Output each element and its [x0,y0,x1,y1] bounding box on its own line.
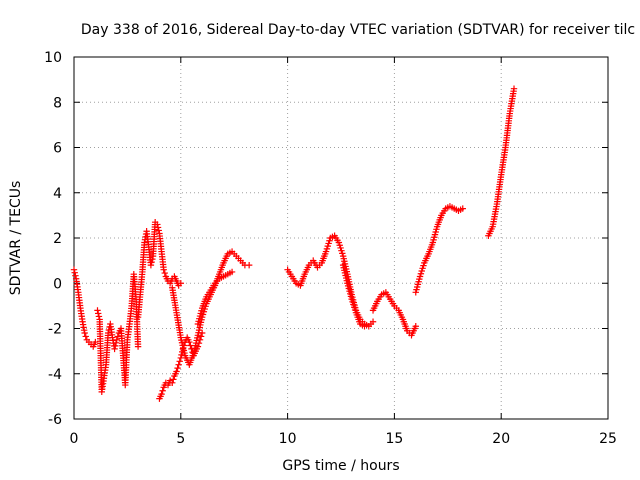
data-point [71,269,78,276]
x-tick-label: 20 [492,431,510,447]
data-point [173,368,180,375]
data-point [155,227,162,234]
chart-title: Day 338 of 2016, Sidereal Day-to-day VTE… [81,22,635,38]
data-point [197,333,205,340]
data-point [170,376,177,383]
x-axis-label: GPS time / hours [282,458,399,474]
data-point [186,338,193,346]
data-point [459,205,466,212]
data-point [369,318,377,325]
grid [74,57,608,419]
data-point [154,224,162,231]
data-point [113,336,120,344]
data-point [159,387,166,394]
x-tick-label: 0 [70,431,79,447]
data-point [95,313,103,320]
data-point [177,280,184,287]
data-point [177,354,184,362]
data-point [95,310,102,317]
y-tick-label: -2 [48,322,62,338]
data-point [161,269,168,277]
y-tick-label: 10 [44,50,62,66]
data-point [147,261,155,269]
data-point [158,390,165,398]
x-tick-label: 10 [279,431,297,447]
data-point [149,255,156,263]
data-point [412,323,419,330]
axis-ticks: 0 5 10 15 20 25 -6 -4 -2 0 2 4 6 8 10 [44,50,617,447]
y-tick-label: 0 [53,276,62,292]
data-point [112,342,119,350]
data-point [160,266,167,273]
data-point [72,272,79,279]
data-point [81,329,88,337]
x-tick-label: 15 [385,431,403,447]
data-point [175,361,182,368]
data-point [94,307,101,314]
y-tick-label: 4 [53,186,62,202]
y-tick-label: 8 [53,95,62,111]
data-point [245,261,253,269]
x-tick-label: 5 [176,431,185,447]
y-tick-label: -6 [48,412,62,428]
data-point [154,221,161,228]
y-axis-label: SDTVAR / TECUs [8,181,24,296]
data-point [82,333,89,340]
data-point [169,379,176,386]
data-point [510,85,518,92]
data-point [174,364,181,372]
y-tick-label: 6 [53,141,62,157]
data-point [104,329,112,337]
data-point [111,345,118,353]
data-point [112,339,120,347]
data-point [361,323,368,330]
y-tick-label: 2 [53,231,62,247]
data-points [70,85,518,402]
data-point [176,358,183,365]
x-tick-label: 25 [599,431,617,447]
data-point [228,268,236,276]
data-point [148,258,155,266]
data-point [70,266,78,273]
data-point [92,338,99,346]
y-tick-label: -4 [48,367,62,383]
data-point [134,343,142,350]
